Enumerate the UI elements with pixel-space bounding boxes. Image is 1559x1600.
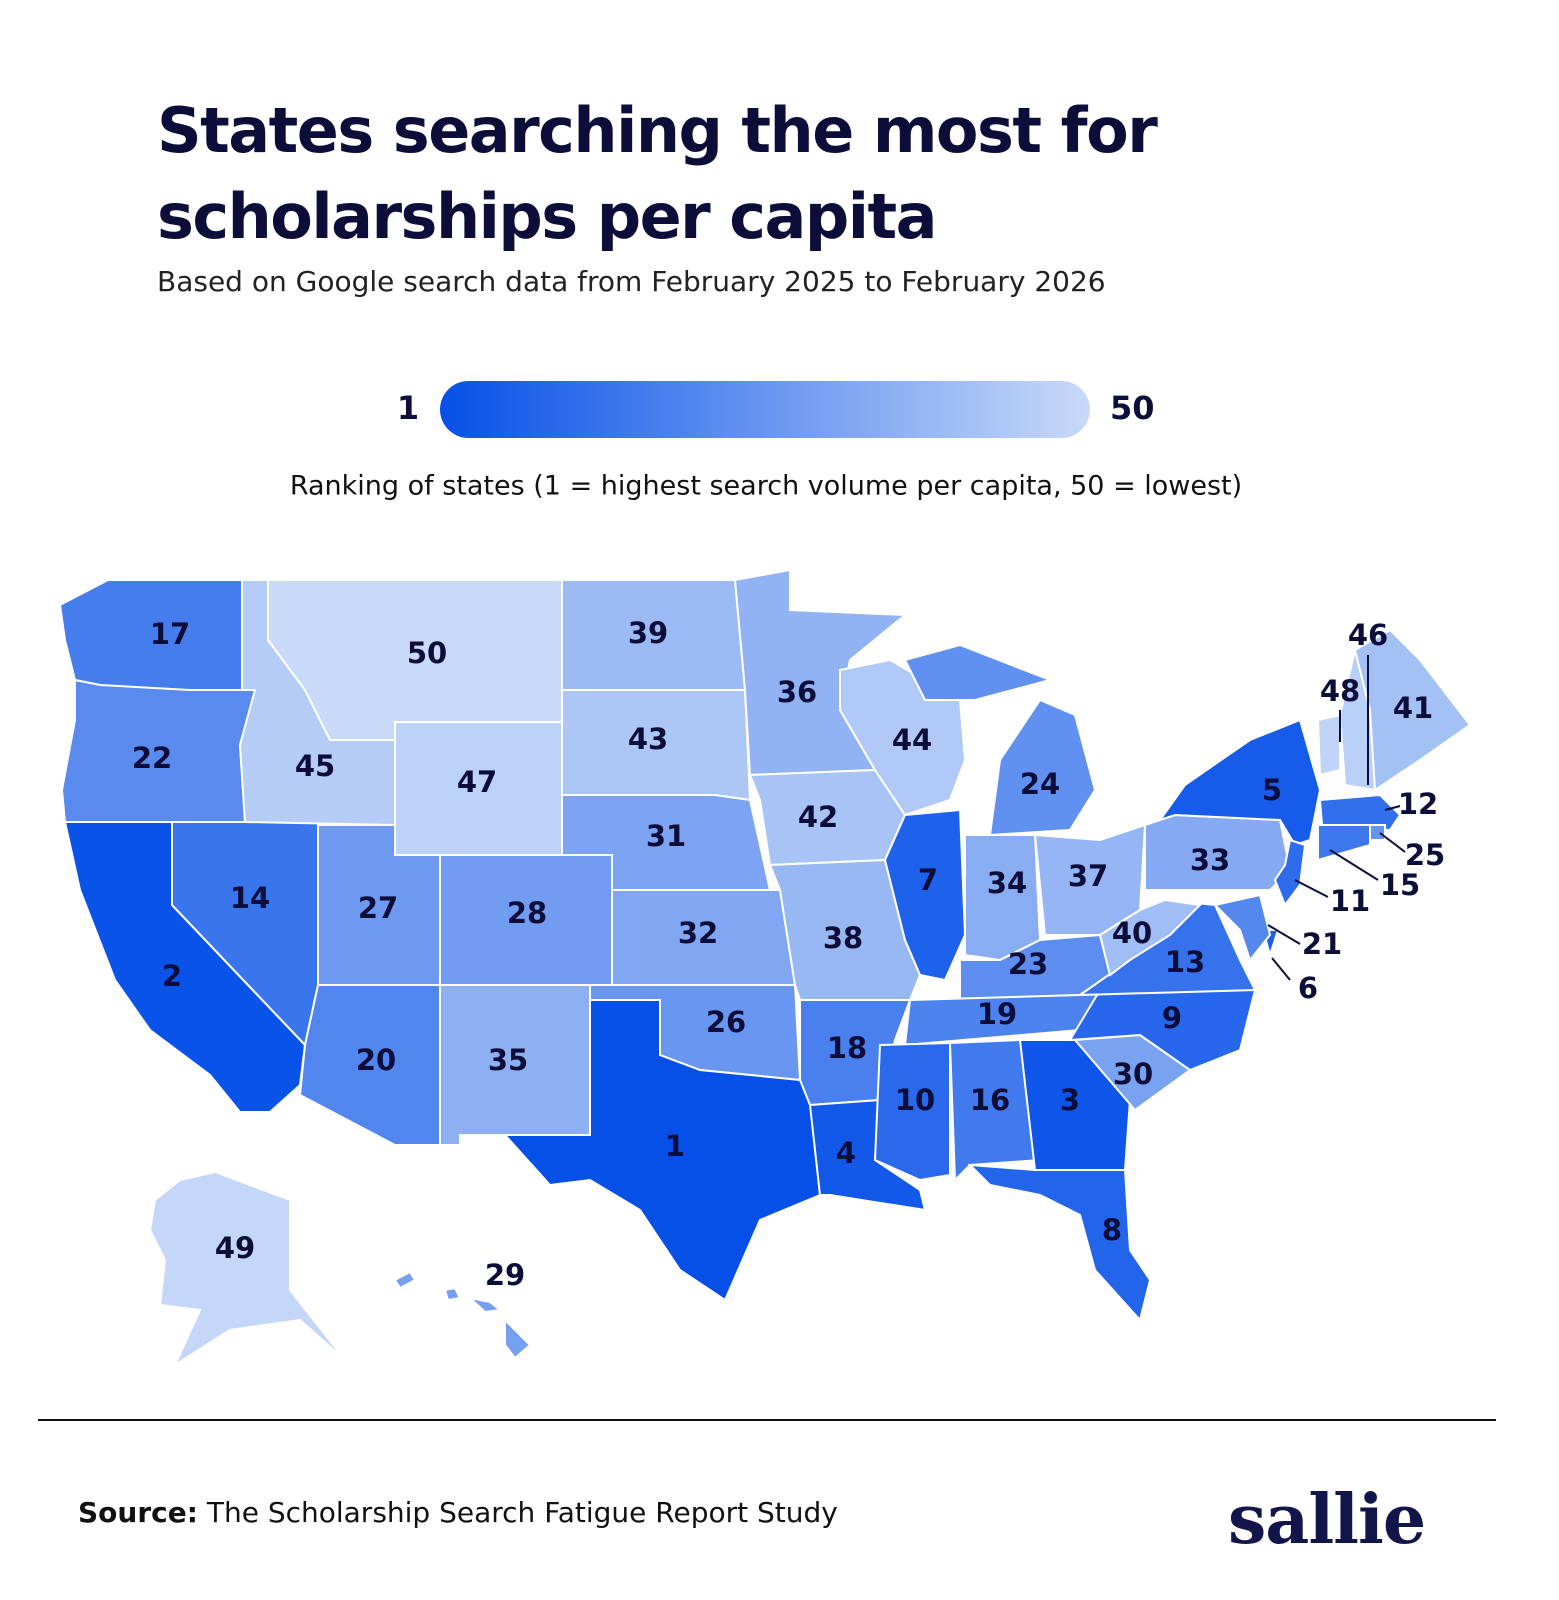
- state-rank: 11: [1330, 884, 1370, 918]
- state: [466, 1296, 503, 1314]
- state: [443, 1286, 462, 1302]
- state: [148, 1170, 346, 1368]
- legend-min: 1: [397, 389, 419, 427]
- state-rank: 14: [230, 881, 270, 915]
- state-rank: 38: [823, 921, 863, 955]
- state-rank: 42: [798, 800, 838, 834]
- state-rank: 39: [628, 616, 668, 650]
- subtitle: Based on Google search data from Februar…: [157, 265, 1106, 298]
- state-rank: 46: [1348, 618, 1388, 652]
- state-rank: 44: [892, 723, 932, 757]
- state-rank: 26: [706, 1005, 746, 1039]
- leader-line: [1294, 879, 1329, 898]
- source-label: Source:: [78, 1496, 198, 1529]
- state-rank: 43: [628, 722, 668, 756]
- state: [948, 1038, 1042, 1183]
- state: [393, 1270, 417, 1290]
- state: [1369, 824, 1386, 841]
- state: [504, 1317, 532, 1360]
- state: [883, 808, 967, 982]
- state-rank: 32: [678, 916, 718, 950]
- leader-line: [1267, 924, 1301, 945]
- state-rank: 36: [777, 675, 817, 709]
- source-text: The Scholarship Search Fatigue Report St…: [206, 1496, 838, 1529]
- state-rank: 21: [1302, 927, 1342, 961]
- state: [903, 643, 1054, 701]
- state-rank: 37: [1068, 859, 1108, 893]
- logo: sallie: [1228, 1480, 1426, 1560]
- state-rank: 22: [132, 741, 172, 775]
- state-rank: 6: [1298, 971, 1318, 1005]
- state-rank: 45: [295, 749, 335, 783]
- state-rank: 34: [987, 866, 1027, 900]
- legend-caption: Ranking of states (1 = highest search vo…: [290, 471, 1242, 502]
- state: [1157, 718, 1322, 847]
- state-rank: 5: [1262, 773, 1282, 807]
- state: [873, 1041, 951, 1182]
- state-rank: 16: [970, 1083, 1010, 1117]
- states: [58, 568, 1472, 1368]
- state-rank: 3: [1060, 1083, 1080, 1117]
- state: [1213, 893, 1272, 963]
- state-rank: 23: [1008, 947, 1048, 981]
- state-rank: 28: [507, 896, 547, 930]
- state-rank: 49: [215, 1231, 255, 1265]
- state-rank: 13: [1165, 945, 1205, 979]
- state-rank: 40: [1112, 916, 1152, 950]
- state-rank: 24: [1020, 767, 1060, 801]
- state-rank: 27: [358, 891, 398, 925]
- state-rank: 30: [1113, 1057, 1153, 1091]
- state-rank: 18: [827, 1031, 867, 1065]
- state-rank: 1: [665, 1129, 685, 1163]
- state: [1318, 793, 1402, 832]
- state-rank: 48: [1320, 674, 1360, 708]
- title: States searching the most for scholarshi…: [157, 94, 1158, 253]
- state-rank: 33: [1190, 843, 1230, 877]
- state-rank: 9: [1162, 1001, 1182, 1035]
- state-rank: 20: [356, 1043, 396, 1077]
- leader-line: [1379, 832, 1406, 853]
- leader-line: [1329, 849, 1379, 881]
- state-rank: 17: [150, 617, 190, 651]
- state-rank: 50: [407, 636, 447, 670]
- state: [1273, 838, 1307, 908]
- state-rank: 29: [485, 1258, 525, 1292]
- state: [502, 999, 822, 1302]
- state-rank: 19: [977, 997, 1017, 1031]
- state-rank: 10: [895, 1083, 935, 1117]
- leader-line: [1384, 805, 1401, 811]
- state: [1316, 713, 1341, 777]
- state-rank: 41: [1393, 691, 1433, 725]
- state-rank: 4: [836, 1136, 856, 1170]
- legend-max: 50: [1110, 389, 1155, 427]
- state-rank: 8: [1102, 1213, 1122, 1247]
- state: [967, 1163, 1152, 1323]
- state-rank: 7: [918, 863, 938, 897]
- state-rank: 25: [1405, 838, 1445, 872]
- state-rank: 47: [457, 765, 497, 799]
- legend-bar: [440, 381, 1090, 438]
- state: [1098, 898, 1203, 977]
- state-rank: 2: [162, 959, 182, 993]
- state-rank: 31: [646, 819, 686, 853]
- state: [1353, 628, 1472, 792]
- source: Source: The Scholarship Search Fatigue R…: [78, 1496, 838, 1529]
- state-rank: 12: [1398, 787, 1438, 821]
- leader-line: [1271, 957, 1291, 981]
- state: [1317, 824, 1371, 862]
- state-rank: 35: [488, 1043, 528, 1077]
- state-rank: 15: [1380, 868, 1420, 902]
